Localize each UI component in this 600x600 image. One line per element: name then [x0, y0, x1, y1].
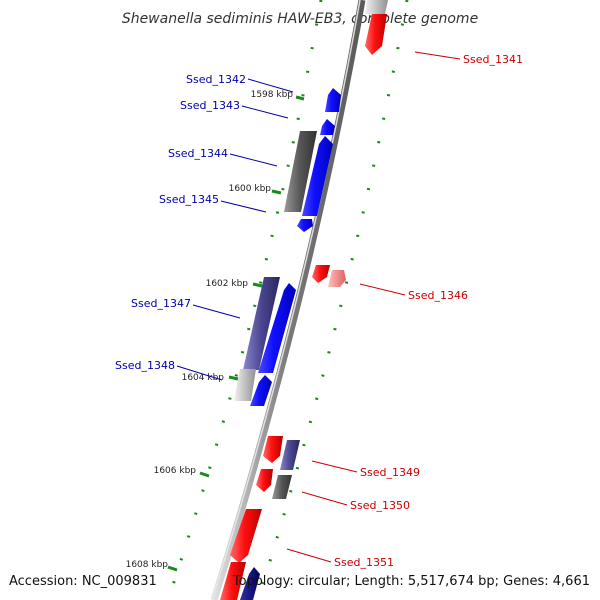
gene-label-ssed-1341: Ssed_1341: [463, 53, 523, 66]
gene-arrow: [297, 219, 313, 232]
gene-arrow: [258, 283, 296, 373]
tick-label-1608: 1608 kbp: [126, 560, 169, 570]
gene-label-ssed-1350: Ssed_1350: [350, 499, 410, 512]
gene-label-ssed-1346: Ssed_1346: [408, 289, 468, 302]
accession-text: Accession: NC_009831: [9, 574, 157, 589]
tick-label-1602: 1602 kbp: [206, 279, 249, 289]
tick-label-1598: 1598 kbp: [251, 90, 294, 100]
gene-arrow: [365, 14, 387, 55]
gene-arrow: [280, 440, 300, 470]
gene-arrow: [328, 270, 346, 287]
gene-arrows: [220, 0, 388, 600]
gene-label-ssed-1342: Ssed_1342: [186, 73, 246, 86]
gene-arrow: [250, 375, 272, 406]
gene-label-ssed-1345: Ssed_1345: [159, 193, 219, 206]
gene-labels: Ssed_1341 Ssed_1342 Ssed_1343 Ssed_1344 …: [115, 53, 523, 569]
map-title: Shewanella sediminis HAW-EB3, complete g…: [122, 11, 478, 27]
gene-arrow: [325, 88, 341, 112]
tick-label-1606: 1606 kbp: [154, 466, 197, 476]
gene-arrow: [312, 265, 330, 283]
gene-label-ssed-1343: Ssed_1343: [180, 99, 240, 112]
tick-label-1604: 1604 kbp: [182, 373, 225, 383]
tick-label-1600: 1600 kbp: [229, 184, 272, 194]
topology-text: Topology: circular; Length: 5,517,674 bp…: [232, 574, 590, 589]
gene-arrow: [302, 136, 333, 216]
gene-arrow: [365, 0, 388, 14]
gene-arrow: [272, 475, 292, 499]
gene-arrow: [243, 277, 280, 370]
gene-arrow: [230, 509, 262, 563]
gene-label-ssed-1349: Ssed_1349: [360, 466, 420, 479]
gene-arrow: [234, 369, 256, 401]
gene-label-ssed-1351: Ssed_1351: [334, 556, 394, 569]
backbone-highlight: [211, 0, 361, 600]
gene-arrow: [284, 131, 317, 212]
gene-arrow: [220, 562, 246, 600]
gene-label-ssed-1344: Ssed_1344: [168, 147, 228, 160]
genome-backbone: [210, 0, 366, 600]
leader-lines: [176, 51, 461, 563]
gene-arrow: [256, 469, 273, 492]
gene-arrow: [263, 436, 283, 463]
tick-marks: [167, 95, 305, 572]
gene-label-ssed-1348: Ssed_1348: [115, 359, 175, 372]
gene-label-ssed-1347: Ssed_1347: [131, 297, 191, 310]
gene-arrow: [240, 567, 260, 600]
tick-labels: 1598 kbp 1600 kbp 1602 kbp 1604 kbp 1606…: [126, 90, 294, 570]
gene-arrow: [320, 119, 335, 135]
